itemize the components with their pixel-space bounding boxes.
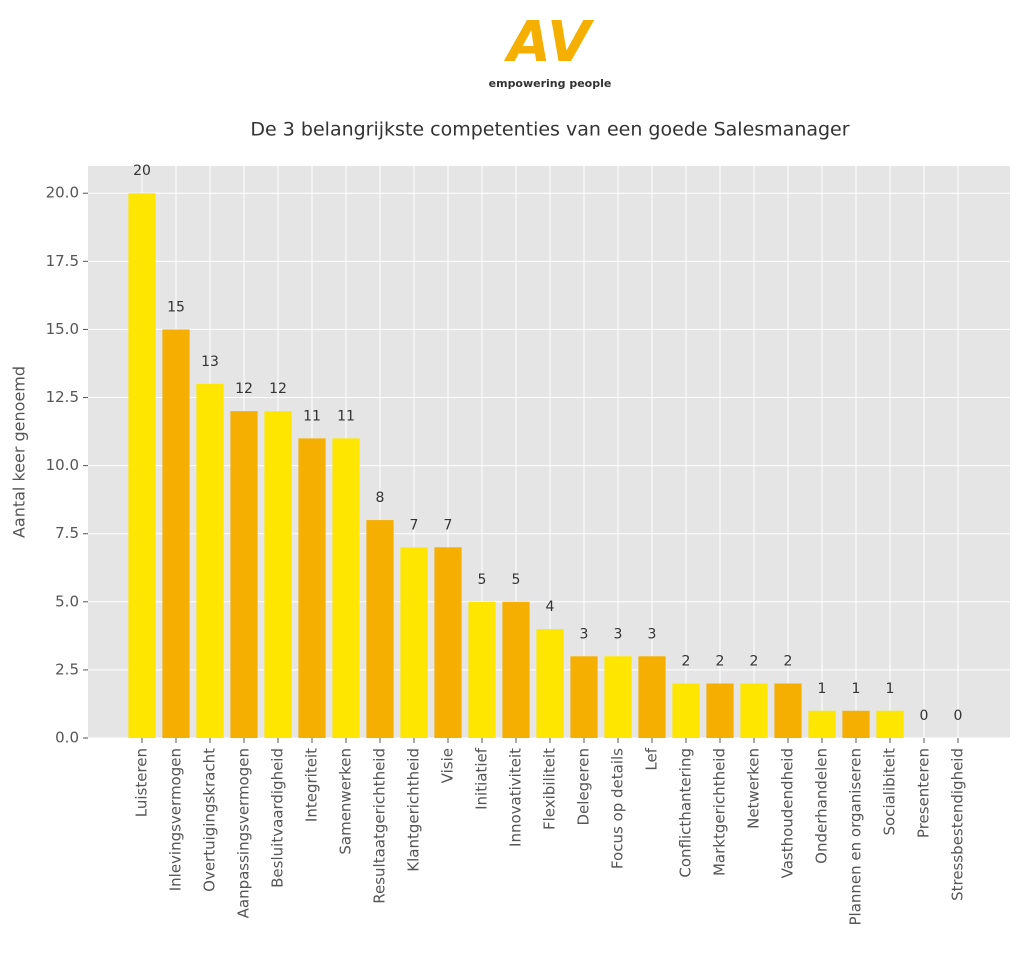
value-label: 7 xyxy=(410,517,419,533)
x-tick-label: Presenteren xyxy=(915,748,933,838)
value-label: 0 xyxy=(954,708,963,724)
value-label: 5 xyxy=(512,572,521,588)
x-tick-label: Visie xyxy=(439,748,457,783)
bar xyxy=(434,547,462,738)
y-tick-label: 12.5 xyxy=(46,388,79,406)
bar xyxy=(332,438,360,738)
bar xyxy=(264,411,292,738)
x-tick-label: Stressbestendigheid xyxy=(949,748,967,901)
logo: AV empowering people xyxy=(489,10,612,90)
x-tick-label: Flexibiliteit xyxy=(541,748,559,830)
x-tick-label: Plannen en organiseren xyxy=(847,748,865,926)
x-tick-label: Marktgerichtheid xyxy=(711,748,729,876)
value-label: 11 xyxy=(303,408,321,424)
bar xyxy=(774,683,802,738)
value-label: 3 xyxy=(648,626,657,642)
x-tick-label: Netwerken xyxy=(745,748,763,829)
value-label: 12 xyxy=(269,381,287,397)
x-tick-label: Onderhandelen xyxy=(813,748,831,864)
x-tick-label: Samenwerken xyxy=(337,748,355,855)
bar xyxy=(604,656,632,738)
x-tick-label: Aanpassingsvermogen xyxy=(235,748,253,918)
bar xyxy=(230,411,258,738)
y-tick-label: 2.5 xyxy=(55,660,79,678)
y-axis-label: Aantal keer genoemd xyxy=(10,366,29,538)
x-tick-label: Luisteren xyxy=(133,748,151,817)
value-label: 5 xyxy=(478,572,487,588)
value-label: 11 xyxy=(337,408,355,424)
value-label: 0 xyxy=(920,708,929,724)
x-tick-label: Integriteit xyxy=(303,748,321,822)
x-tick-label: Overtuigingskracht xyxy=(201,748,219,892)
value-label: 2 xyxy=(716,654,725,670)
value-label: 3 xyxy=(614,626,623,642)
x-tick-label: Innovativiteit xyxy=(507,748,525,847)
chart-title: De 3 belangrijkste competenties van een … xyxy=(250,119,849,141)
bar xyxy=(162,329,190,738)
bar xyxy=(468,601,496,738)
x-tick-label: Resultaatgerichtheid xyxy=(371,748,389,904)
value-label: 1 xyxy=(852,681,861,697)
y-tick-label: 5.0 xyxy=(55,592,79,610)
value-label: 2 xyxy=(784,654,793,670)
value-label: 15 xyxy=(167,299,185,315)
logo-mark: AV xyxy=(504,10,596,75)
value-label: 7 xyxy=(444,517,453,533)
value-label: 3 xyxy=(580,626,589,642)
value-label: 12 xyxy=(235,381,253,397)
x-tick-label: Socialibiteit xyxy=(881,748,899,836)
value-label: 20 xyxy=(133,163,151,179)
bar xyxy=(196,383,224,738)
logo-tagline: empowering people xyxy=(489,77,612,90)
x-tick-label: Delegeren xyxy=(575,748,593,826)
y-tick-label: 17.5 xyxy=(46,252,79,270)
bar xyxy=(502,601,530,738)
x-tick-label: Vasthoudendheid xyxy=(779,748,797,878)
value-label: 2 xyxy=(750,654,759,670)
bar xyxy=(400,547,428,738)
value-label: 1 xyxy=(818,681,827,697)
bar xyxy=(366,520,394,738)
bar xyxy=(808,710,836,738)
value-label: 4 xyxy=(546,599,555,615)
value-label: 13 xyxy=(201,354,219,370)
bar xyxy=(536,629,564,738)
x-tick-label: Lef xyxy=(643,747,661,770)
x-tick-label: Conflicthantering xyxy=(677,748,695,878)
y-tick-label: 15.0 xyxy=(46,320,79,338)
value-label: 8 xyxy=(376,490,385,506)
value-label: 2 xyxy=(682,654,691,670)
bar xyxy=(638,656,666,738)
x-tick-label: Klantgerichtheid xyxy=(405,748,423,872)
bar xyxy=(298,438,326,738)
bar xyxy=(706,683,734,738)
y-tick-label: 20.0 xyxy=(46,184,79,202)
bar xyxy=(570,656,598,738)
y-tick-label: 7.5 xyxy=(55,524,79,542)
y-tick-label: 0.0 xyxy=(55,729,79,747)
bar xyxy=(876,710,904,738)
x-tick-label: Inlevingsvermogen xyxy=(167,748,185,891)
x-tick-label: Focus op details xyxy=(609,748,627,869)
x-tick-label: Besluitvaardigheid xyxy=(269,748,287,888)
bar xyxy=(672,683,700,738)
bar xyxy=(740,683,768,738)
value-label: 1 xyxy=(886,681,895,697)
bar xyxy=(128,193,156,738)
x-tick-label: Initiatief xyxy=(473,747,491,810)
bar xyxy=(842,710,870,738)
y-tick-label: 10.0 xyxy=(46,456,79,474)
